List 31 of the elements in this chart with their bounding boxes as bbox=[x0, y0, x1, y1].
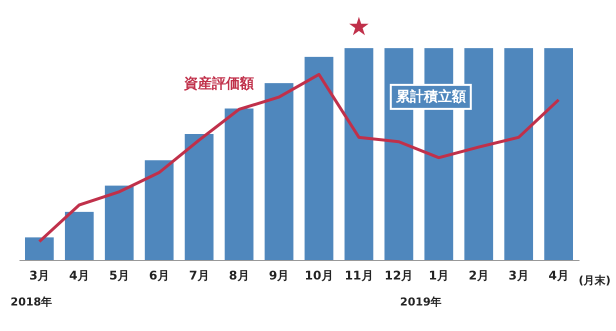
bar bbox=[144, 160, 174, 260]
x-tick-label: 10月 bbox=[304, 268, 334, 282]
bar bbox=[24, 237, 54, 260]
bar bbox=[344, 48, 374, 260]
x-tick-label: 11月 bbox=[344, 268, 374, 282]
x-tick-label: 1月 bbox=[428, 268, 449, 282]
series-label: 累計積立額 bbox=[394, 88, 466, 105]
text: 2018年 bbox=[10, 295, 52, 308]
bar bbox=[184, 134, 214, 260]
x-tick-label: 8月 bbox=[228, 268, 250, 282]
bar bbox=[304, 56, 334, 260]
x-tick-label: 12月 bbox=[384, 268, 414, 282]
x-tick-label: 7月 bbox=[188, 268, 210, 282]
x-tick-label: 5月 bbox=[109, 268, 130, 282]
bar bbox=[464, 48, 494, 260]
bar bbox=[504, 48, 534, 260]
x-tick-label: 4月 bbox=[69, 268, 90, 282]
bar bbox=[104, 186, 134, 260]
bar bbox=[264, 83, 294, 260]
bar bbox=[64, 212, 94, 260]
x-tick-label: 9月 bbox=[268, 268, 290, 282]
x-tick-label: 6月 bbox=[149, 268, 170, 282]
x-tick-label: 2月 bbox=[468, 268, 489, 282]
bar bbox=[224, 108, 254, 260]
x-tick-label: 3月 bbox=[508, 268, 529, 282]
bar bbox=[544, 48, 574, 260]
series-label: 資産評価額 bbox=[183, 75, 254, 92]
text: 2019年 bbox=[400, 295, 442, 308]
x-tick-label: 3月 bbox=[29, 268, 50, 282]
x-tick-label: 4月 bbox=[548, 268, 569, 282]
x-axis-title: (月末) bbox=[578, 274, 611, 288]
